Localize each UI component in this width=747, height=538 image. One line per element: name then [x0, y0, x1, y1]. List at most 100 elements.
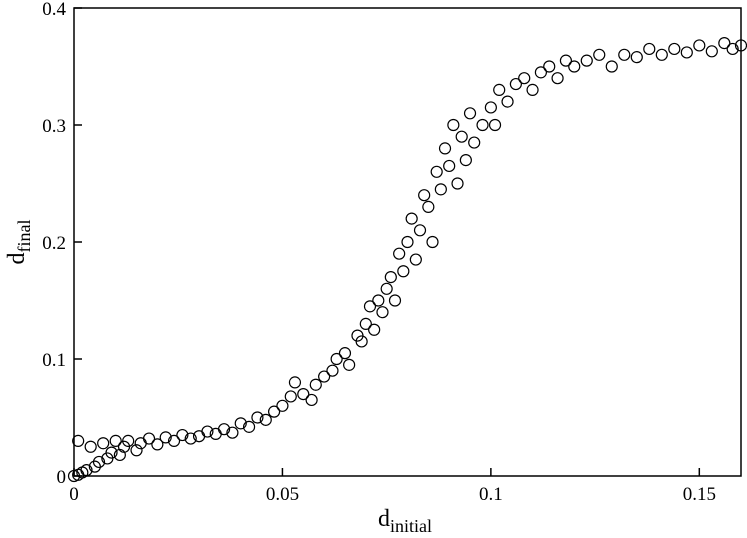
x-label-main: d — [378, 506, 390, 532]
data-point — [426, 235, 439, 249]
data-point — [593, 48, 606, 61]
data-point — [343, 358, 356, 371]
y-tick-label: 0.2 — [42, 233, 66, 254]
data-point — [288, 376, 302, 389]
data-point — [655, 48, 668, 61]
y-tick-label: 0.1 — [42, 350, 66, 371]
x-tick-label: 0 — [69, 484, 79, 505]
x-tick-label: 0.1 — [479, 484, 503, 505]
data-point — [97, 437, 110, 450]
data-point — [359, 317, 372, 330]
data-point — [484, 101, 497, 114]
data-point — [693, 39, 706, 52]
data-point — [580, 54, 593, 67]
data-point — [434, 183, 447, 196]
data-point — [122, 434, 135, 447]
x-label-sub: initial — [390, 516, 432, 536]
data-point — [305, 393, 318, 407]
data-point — [184, 432, 197, 445]
data-point — [268, 405, 281, 418]
data-point — [326, 364, 339, 377]
data-point — [130, 444, 143, 457]
data-point — [605, 60, 618, 73]
data-point — [159, 431, 172, 444]
data-point — [338, 347, 352, 360]
data-point — [468, 136, 481, 149]
data-point — [330, 352, 343, 366]
data-point — [680, 46, 693, 59]
data-point — [438, 142, 452, 155]
data-point — [518, 72, 531, 85]
data-point — [534, 66, 548, 79]
data-point — [447, 118, 460, 132]
x-tick-label: 0.05 — [266, 484, 299, 505]
data-point — [318, 370, 331, 383]
data-point — [451, 177, 464, 190]
data-point — [618, 48, 631, 61]
data-point — [380, 282, 393, 295]
data-point — [430, 165, 443, 178]
data-point — [543, 60, 556, 73]
data-point — [459, 154, 472, 167]
data-point — [88, 460, 101, 473]
data-point — [413, 224, 427, 237]
data-point — [559, 54, 573, 67]
data-point — [167, 434, 181, 447]
data-point — [109, 434, 122, 447]
data-point — [401, 235, 414, 249]
data-point — [226, 426, 239, 439]
data-point — [242, 420, 256, 433]
data-point — [397, 265, 410, 278]
data-point — [405, 212, 418, 225]
data-point — [388, 294, 402, 307]
data-point — [259, 413, 272, 426]
data-point — [509, 77, 522, 91]
data-point — [384, 271, 397, 284]
data-point — [643, 42, 656, 56]
data-point — [418, 189, 431, 202]
data-point — [176, 428, 189, 442]
data-point — [201, 425, 214, 438]
data-point — [363, 300, 377, 313]
data-point — [726, 42, 739, 56]
data-point — [297, 388, 310, 401]
data-point — [355, 335, 368, 348]
x-tick-label: 0.15 — [683, 484, 716, 505]
data-point — [80, 464, 93, 477]
data-point — [501, 95, 514, 108]
data-point — [568, 60, 581, 73]
data-point — [393, 247, 406, 260]
data-point — [309, 378, 322, 391]
y-label-sub: final — [14, 220, 34, 253]
data-point — [92, 455, 106, 469]
data-point — [463, 107, 477, 120]
data-point — [372, 294, 385, 307]
data-point — [493, 83, 506, 97]
data-point — [409, 253, 422, 266]
data-point — [422, 200, 435, 213]
data-point — [551, 72, 564, 85]
data-point — [488, 118, 502, 132]
plot-frame — [73, 7, 742, 477]
data-point — [455, 130, 468, 143]
data-point — [368, 323, 381, 336]
data-point — [630, 51, 643, 64]
data-point — [284, 390, 297, 403]
data-point — [276, 399, 289, 412]
y-axis-label: dfinal — [4, 220, 34, 265]
data-point — [705, 45, 718, 58]
data-point — [668, 42, 681, 56]
y-tick-label: 0.4 — [42, 0, 66, 20]
data-point — [376, 306, 389, 319]
y-tick-label: 0 — [57, 467, 67, 488]
data-point — [718, 36, 731, 50]
data-point — [443, 159, 456, 173]
x-axis-label: dinitial — [378, 506, 432, 536]
data-point — [251, 411, 264, 424]
data-point — [142, 432, 156, 445]
data-point — [84, 440, 97, 453]
data-point — [234, 417, 247, 430]
data-point — [526, 83, 539, 97]
y-label-main: d — [4, 253, 30, 265]
data-point — [72, 434, 85, 447]
